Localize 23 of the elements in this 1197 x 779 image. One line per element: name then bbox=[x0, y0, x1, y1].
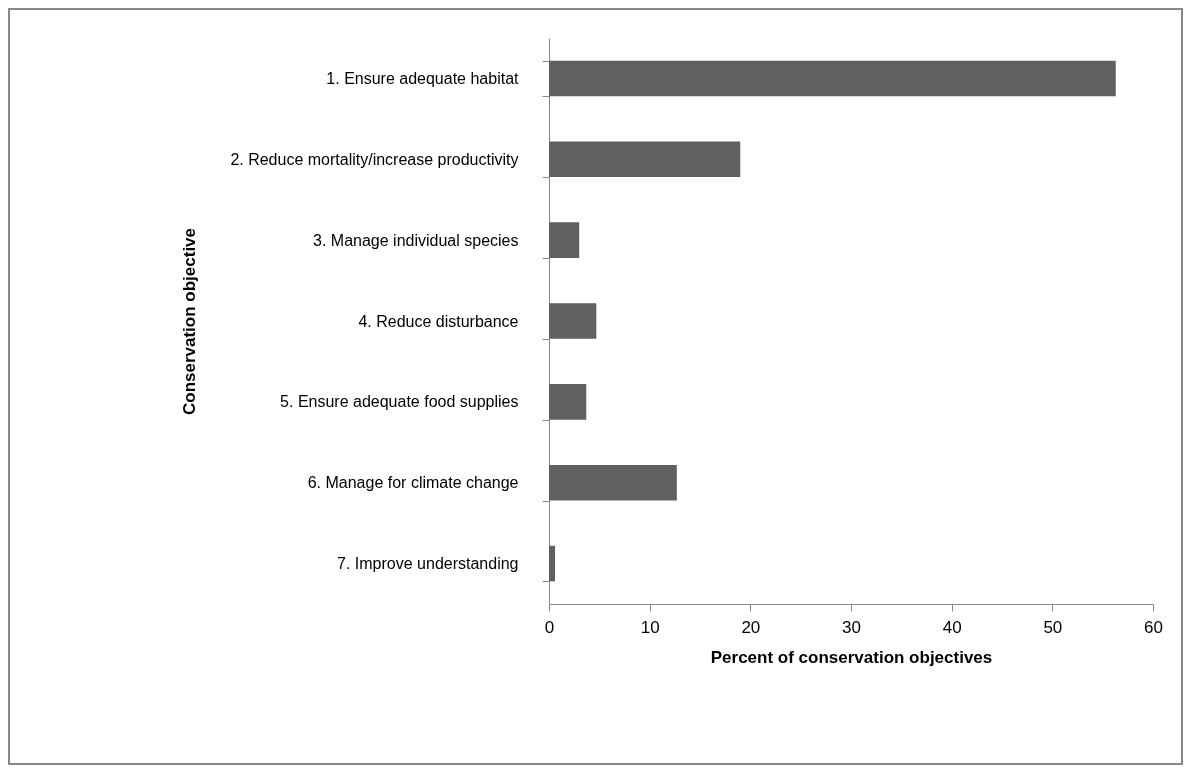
bar bbox=[549, 545, 556, 582]
y-tick-label: 5. Ensure adequate food supplies bbox=[280, 393, 519, 411]
bar bbox=[549, 141, 741, 178]
bar bbox=[549, 60, 1116, 97]
x-tick-label: 0 bbox=[544, 617, 555, 637]
bar bbox=[549, 384, 587, 420]
x-tick-label: 60 bbox=[1144, 617, 1163, 637]
bar bbox=[549, 222, 580, 258]
y-tick-label: 1. Ensure adequate habitat bbox=[326, 69, 520, 87]
bar bbox=[549, 303, 597, 339]
x-tick-label: 30 bbox=[842, 617, 861, 637]
y-tick-label: 4. Reduce disturbance bbox=[358, 312, 519, 330]
y-tick-label: 3. Manage individual species bbox=[313, 231, 519, 249]
y-axis-title: Conservation objective bbox=[179, 227, 199, 416]
bar bbox=[549, 464, 677, 501]
y-tick-label: 7. Improve understanding bbox=[337, 555, 519, 573]
y-tick-label: 2. Reduce mortality/increase productivity bbox=[230, 150, 519, 168]
x-tick-label: 10 bbox=[640, 617, 660, 637]
x-tick-label: 20 bbox=[741, 617, 761, 637]
y-tick-label: 6. Manage for climate change bbox=[307, 474, 519, 492]
x-axis-title: Percent of conservation objectives bbox=[710, 647, 993, 667]
x-tick-label: 40 bbox=[942, 617, 962, 637]
x-tick-label: 50 bbox=[1043, 617, 1063, 637]
